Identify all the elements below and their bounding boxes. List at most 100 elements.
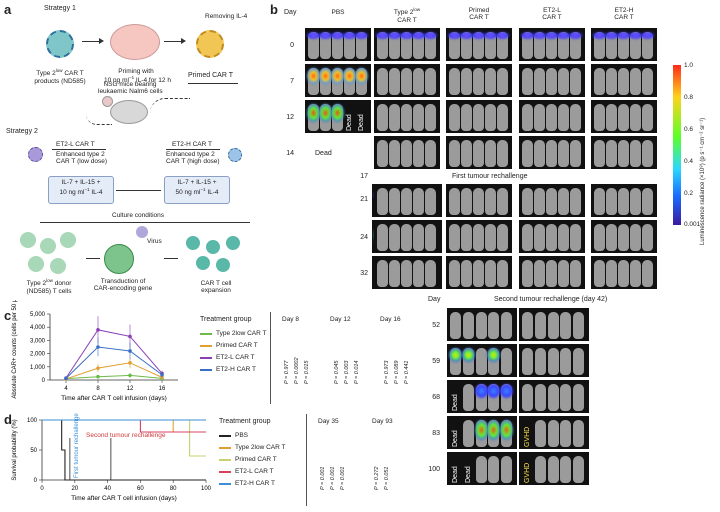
mouse-silhouette: [606, 188, 617, 215]
mouse-silhouette: [546, 32, 557, 59]
et2l-title: ET2-L CAR T: [56, 141, 95, 148]
mouse-silhouette: [473, 32, 484, 59]
mouse-silhouette: [534, 32, 545, 59]
mouse-silhouette: [560, 420, 572, 447]
second-rechallenge-note: Second tumour rechallenge: [86, 432, 166, 439]
expansion-cell-icon: [226, 236, 240, 250]
legend-d-title: Treatment group: [219, 418, 271, 425]
il-high-box: IL-7 + IL-15 +50 ng ml−1 IL-4: [164, 176, 230, 204]
data-point: [96, 366, 100, 370]
type2-cell-icon: [46, 30, 74, 58]
mouse-silhouette: [462, 420, 474, 447]
bli-image: [591, 184, 657, 217]
mouse-silhouette: [401, 104, 412, 131]
data-point: [160, 375, 164, 380]
bli-image: Dead: [447, 416, 517, 449]
mouse-silhouette: [606, 68, 617, 95]
mouse-silhouette: [449, 68, 460, 95]
bli-image: [374, 100, 440, 133]
mouse-silhouette: [558, 260, 569, 287]
bli-image: [591, 64, 657, 97]
legend-swatch: [200, 369, 212, 371]
strategy1-label: Strategy 1: [44, 5, 76, 12]
luminescence-signal: [500, 384, 514, 398]
mouse-silhouette: [488, 456, 500, 483]
bli-image: [446, 100, 512, 133]
bli-image: Dead: [447, 380, 517, 413]
expansion-cell-icon: [206, 240, 220, 254]
x-axis-label: Time after CAR T cell infusion (days): [61, 395, 167, 402]
mouse-silhouette: [425, 140, 436, 167]
bli-image: [374, 256, 440, 289]
colorbar-tick: 0.001: [684, 221, 701, 228]
dead-pbs-14: Dead: [315, 150, 332, 157]
mouse-silhouette: [606, 32, 617, 59]
x-tick-label: 16: [159, 386, 166, 392]
mouse-silhouette: [560, 384, 572, 411]
mouse-silhouette: [389, 140, 400, 167]
primed-cell-icon: [196, 30, 224, 58]
mouse-silhouette: [558, 104, 569, 131]
bli-image: [305, 28, 371, 61]
mouse-silhouette: [461, 260, 472, 287]
data-point: [96, 328, 100, 332]
p-value: P = 0.003: [344, 360, 350, 385]
p-value: P = 0.272: [374, 466, 380, 491]
mouse-silhouette: [501, 456, 513, 483]
day-c: Day 8: [282, 316, 299, 323]
y-tick-label: 100: [27, 418, 38, 424]
luminescence-signal: [319, 32, 332, 39]
bli-image: [447, 308, 517, 341]
mouse-silhouette: [594, 260, 605, 287]
legend-c-title: Treatment group: [200, 316, 252, 323]
mouse-silhouette: [401, 32, 412, 59]
mouse-silhouette: [308, 32, 319, 59]
legend-label: ET2-L CAR T: [216, 354, 255, 361]
mouse-silhouette: [522, 104, 533, 131]
mouse-silhouette: [401, 224, 412, 251]
mouse-silhouette: [475, 312, 487, 339]
mouse-silhouette: [546, 260, 557, 287]
legend-swatch: [200, 345, 212, 347]
mouse-silhouette: [377, 140, 388, 167]
mouse-silhouette: [449, 104, 460, 131]
legend-label: Primed CAR T: [216, 342, 258, 349]
panel-b-label: b: [270, 2, 278, 17]
transduction-cell-icon: [104, 244, 134, 274]
mouse-silhouette: [547, 312, 559, 339]
mouse-silhouette: [606, 104, 617, 131]
data-point: [160, 372, 164, 377]
mouse-silhouette: [630, 104, 641, 131]
expansion-cell-icon: [216, 258, 230, 272]
colorbar-tick: 0.2: [684, 190, 694, 197]
data-point: [96, 345, 100, 349]
mouse-silhouette: [522, 260, 533, 287]
bli-image: [591, 136, 657, 169]
col-type2: Type 2low CAR T: [393, 7, 421, 24]
panel-d-label: d: [4, 412, 12, 427]
donor-cell-icon: [60, 232, 76, 248]
bli-image: [305, 64, 371, 97]
luminescence-signal: [461, 348, 475, 362]
luminescence-signal: [460, 32, 473, 39]
day-d: Day 93: [372, 418, 393, 425]
luminescence-signal: [521, 32, 534, 39]
mouse-silhouette: [473, 188, 484, 215]
mouse-silhouette: [389, 188, 400, 215]
x-tick-label: 60: [137, 486, 144, 492]
bli-image: [446, 220, 512, 253]
dead-label: Dead: [346, 114, 353, 131]
dashed-arrow-left: [86, 114, 112, 125]
bli-image: [374, 28, 440, 61]
panel-a-label: a: [4, 2, 12, 17]
mouse-silhouette: [389, 32, 400, 59]
day-label: 32: [360, 270, 368, 277]
bli-image: [374, 136, 440, 169]
y-axis-label: Survival probability (%): [12, 419, 18, 480]
second-rechallenge-label: Second tumour rechallenge (day 42): [494, 296, 608, 303]
mouse-silhouette: [377, 188, 388, 215]
y-tick-label: 1,000: [30, 365, 46, 371]
first-rechallenge-note: First tumour rechallenge: [74, 413, 80, 478]
mouse-silhouette: [425, 224, 436, 251]
mouse-silhouette: [344, 32, 355, 59]
